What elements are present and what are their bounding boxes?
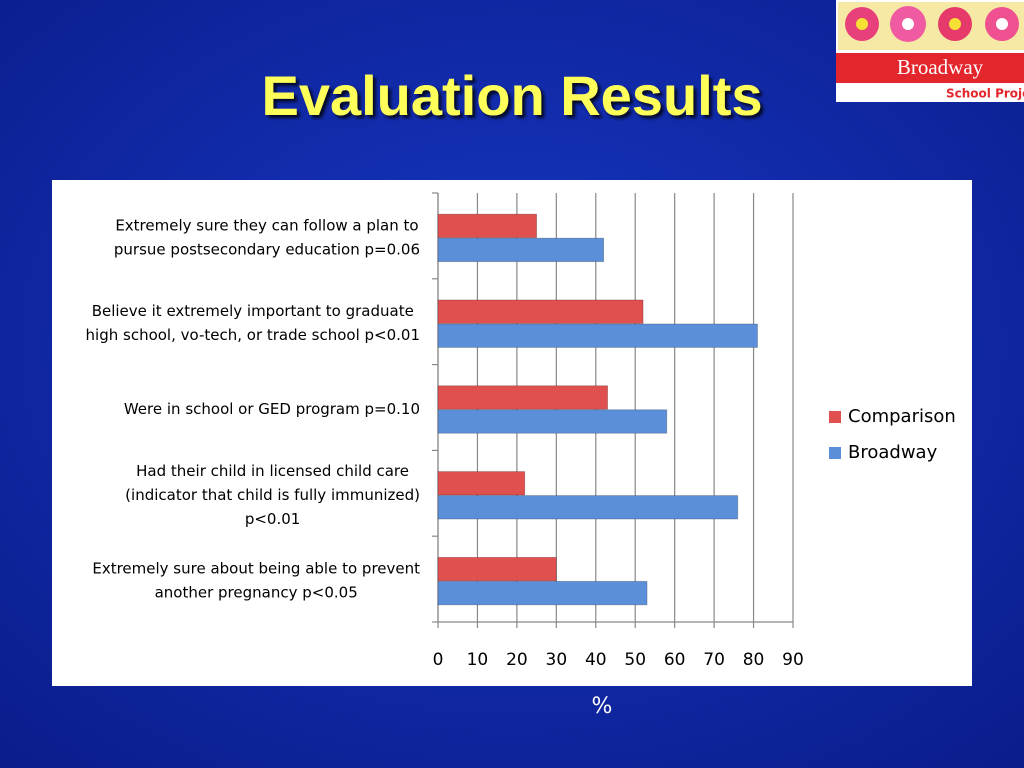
y-tick-label: Extremely sure they can follow a plan to <box>115 216 418 234</box>
y-tick-label: Had their child in licensed child care <box>136 462 409 480</box>
logo: Broadway School Project <box>836 0 1024 102</box>
logo-band <box>836 53 1024 83</box>
bar <box>437 495 739 520</box>
y-tick-label: Believe it extremely important to gradua… <box>92 302 414 320</box>
x-axis-label: % <box>592 694 613 719</box>
y-tick-label: Extremely sure about being able to preve… <box>92 560 420 578</box>
y-tick-label: p<0.01 <box>245 510 301 528</box>
logo-subtitle: School Project <box>946 87 1024 101</box>
x-tick-label: 0 <box>433 650 444 670</box>
bar <box>437 409 668 434</box>
x-tick-label: 20 <box>506 650 528 670</box>
bar <box>437 471 526 496</box>
flower-center <box>949 18 961 30</box>
y-tick-label: pursue postsecondary education p=0.06 <box>114 240 420 258</box>
flower-center <box>856 18 868 30</box>
bar <box>437 385 609 410</box>
legend-swatch <box>829 411 841 423</box>
legend-swatch <box>829 447 841 459</box>
bar <box>437 213 538 239</box>
bar <box>437 299 644 324</box>
x-tick-label: 70 <box>703 650 725 670</box>
y-tick-label: another pregnancy p<0.05 <box>155 584 358 602</box>
x-tick-label: 60 <box>664 650 686 670</box>
logo-name: Broadway <box>897 55 984 79</box>
flower-center <box>902 18 914 30</box>
bar <box>437 556 557 582</box>
x-tick-label: 30 <box>546 650 568 670</box>
legend-label: Broadway <box>848 442 938 463</box>
legend-label: Comparison <box>848 406 956 427</box>
y-tick-label: Were in school or GED program p=0.10 <box>124 400 420 418</box>
bar <box>437 323 758 348</box>
x-tick-label: 50 <box>624 650 646 670</box>
bar <box>437 237 605 263</box>
y-tick-label: (indicator that child is fully immunized… <box>125 486 420 504</box>
x-tick-label: 40 <box>585 650 607 670</box>
y-tick-label: high school, vo-tech, or trade school p<… <box>86 326 420 344</box>
x-tick-label: 10 <box>467 650 489 670</box>
x-tick-label: 90 <box>782 650 804 670</box>
bar <box>437 580 648 606</box>
x-tick-label: 80 <box>743 650 765 670</box>
slide-title: Evaluation Results <box>261 64 762 127</box>
flower-center <box>996 18 1008 30</box>
